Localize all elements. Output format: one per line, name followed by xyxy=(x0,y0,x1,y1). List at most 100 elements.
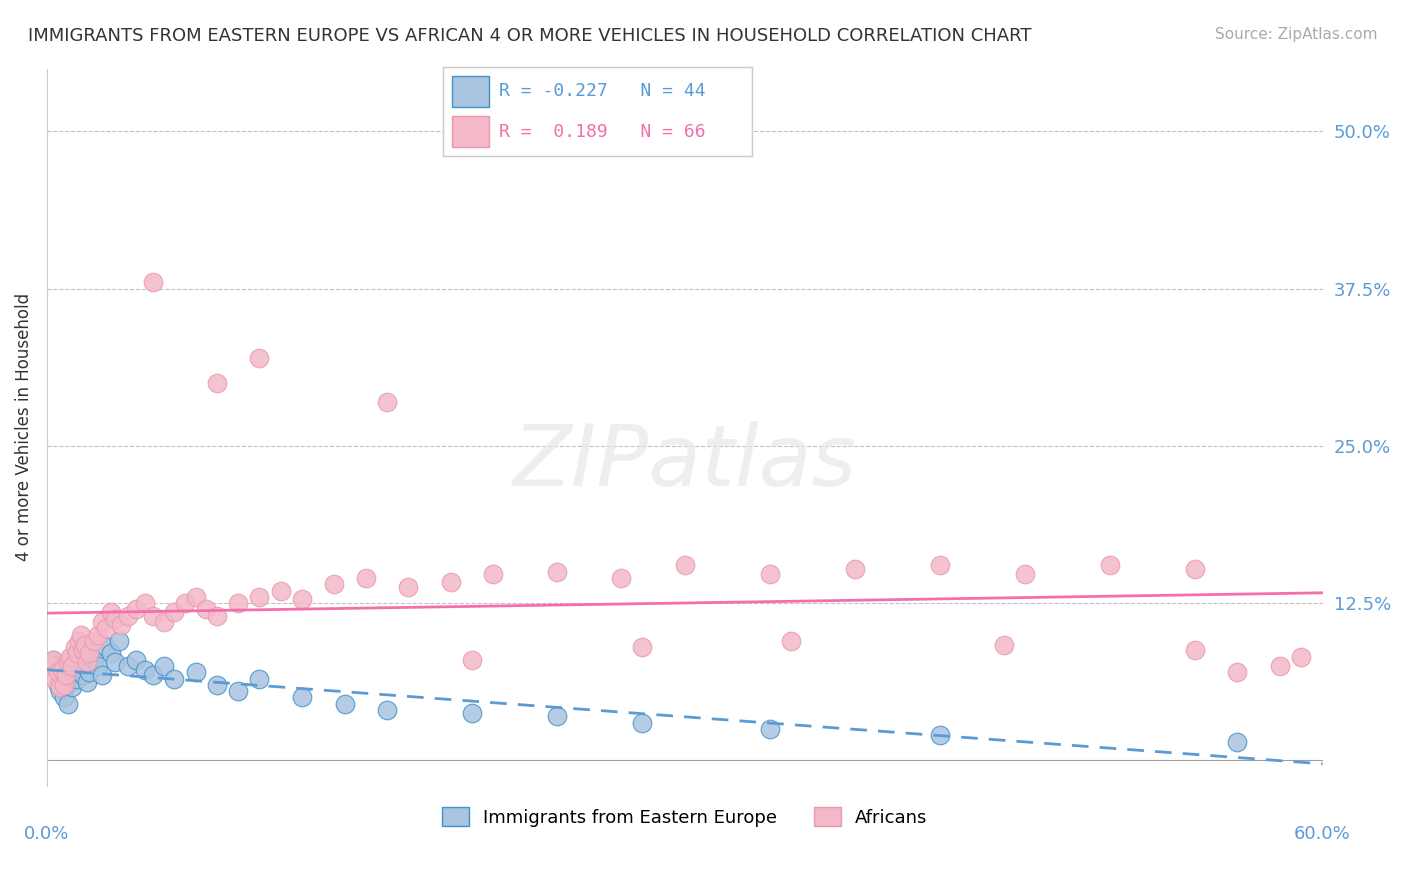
Point xyxy=(63,640,86,655)
Point xyxy=(928,558,950,573)
Point xyxy=(75,659,97,673)
Point xyxy=(59,650,82,665)
Point xyxy=(104,613,127,627)
Point xyxy=(780,633,803,648)
Point xyxy=(100,647,122,661)
Point xyxy=(48,681,70,695)
Point xyxy=(79,647,101,661)
Point xyxy=(55,668,77,682)
Point xyxy=(44,659,66,673)
Point xyxy=(91,668,114,682)
Point xyxy=(67,663,90,677)
Point xyxy=(87,659,110,673)
Point xyxy=(673,558,696,573)
Point xyxy=(1184,562,1206,576)
Point xyxy=(142,668,165,682)
Point xyxy=(546,709,568,723)
Point xyxy=(60,659,83,673)
Point xyxy=(96,640,118,655)
Point xyxy=(1226,734,1249,748)
Point xyxy=(87,627,110,641)
Point xyxy=(39,659,62,673)
Point xyxy=(482,567,505,582)
Point xyxy=(48,684,70,698)
Point xyxy=(66,672,89,686)
Point xyxy=(610,571,633,585)
Point xyxy=(291,690,314,705)
Point xyxy=(1014,567,1036,582)
Point xyxy=(205,608,228,623)
Point xyxy=(461,653,484,667)
Text: 60.0%: 60.0% xyxy=(1294,825,1351,843)
Point xyxy=(153,615,176,629)
Point xyxy=(758,722,780,736)
Point xyxy=(163,672,186,686)
Point xyxy=(55,678,77,692)
Bar xyxy=(453,76,489,107)
Point xyxy=(70,627,93,641)
Point xyxy=(375,395,398,409)
Point xyxy=(546,565,568,579)
Point xyxy=(758,567,780,582)
Point xyxy=(117,608,139,623)
Point xyxy=(75,638,97,652)
Point xyxy=(72,668,94,682)
Point xyxy=(134,596,156,610)
Point xyxy=(46,665,69,680)
Text: ZIPatlas: ZIPatlas xyxy=(513,421,856,504)
Point xyxy=(42,653,65,667)
Point xyxy=(63,665,86,680)
Point xyxy=(249,351,271,365)
Text: R = -0.227   N = 44: R = -0.227 N = 44 xyxy=(499,82,706,101)
Point xyxy=(153,659,176,673)
Point xyxy=(928,728,950,742)
Point xyxy=(83,633,105,648)
Point xyxy=(205,376,228,390)
Legend: Immigrants from Eastern Europe, Africans: Immigrants from Eastern Europe, Africans xyxy=(434,800,935,834)
Point xyxy=(91,615,114,629)
Point xyxy=(46,678,69,692)
Point xyxy=(56,655,79,669)
Y-axis label: 4 or more Vehicles in Household: 4 or more Vehicles in Household xyxy=(15,293,32,561)
Point xyxy=(993,638,1015,652)
Point xyxy=(96,621,118,635)
Point xyxy=(51,663,73,677)
Point xyxy=(60,681,83,695)
Point xyxy=(142,608,165,623)
Point xyxy=(52,690,75,705)
Point xyxy=(70,653,93,667)
Point xyxy=(52,678,75,692)
Point xyxy=(184,665,207,680)
Point xyxy=(42,653,65,667)
Point xyxy=(117,659,139,673)
Point xyxy=(76,655,98,669)
Point xyxy=(142,276,165,290)
Point xyxy=(1098,558,1121,573)
Point xyxy=(174,596,197,610)
Point xyxy=(631,640,654,655)
Point xyxy=(1226,665,1249,680)
Point xyxy=(72,642,94,657)
Text: Source: ZipAtlas.com: Source: ZipAtlas.com xyxy=(1215,27,1378,42)
Point xyxy=(461,706,484,720)
Point xyxy=(134,663,156,677)
Point xyxy=(1268,659,1291,673)
Point xyxy=(79,665,101,680)
Point xyxy=(270,583,292,598)
Bar xyxy=(453,116,489,147)
Point xyxy=(67,633,90,648)
Point xyxy=(104,655,127,669)
Point xyxy=(249,672,271,686)
Text: IMMIGRANTS FROM EASTERN EUROPE VS AFRICAN 4 OR MORE VEHICLES IN HOUSEHOLD CORREL: IMMIGRANTS FROM EASTERN EUROPE VS AFRICA… xyxy=(28,27,1032,45)
Point xyxy=(226,596,249,610)
Point xyxy=(76,675,98,690)
Point xyxy=(100,605,122,619)
Point xyxy=(108,633,131,648)
Point xyxy=(205,678,228,692)
Point xyxy=(163,605,186,619)
Point xyxy=(59,672,82,686)
Text: R =  0.189   N = 66: R = 0.189 N = 66 xyxy=(499,122,706,141)
Point xyxy=(440,574,463,589)
Point xyxy=(51,665,73,680)
Point xyxy=(354,571,377,585)
